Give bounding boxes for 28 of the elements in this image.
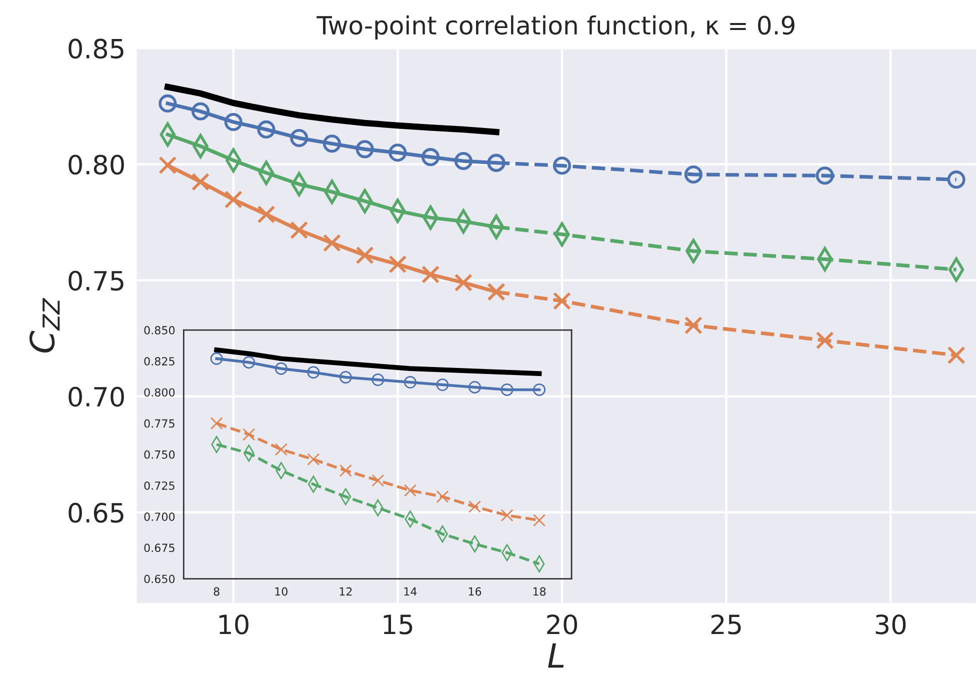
y-tick-label: 0.75	[68, 270, 124, 291]
x-tick-label: 10	[275, 587, 288, 596]
y-tick-label: 0.700	[144, 512, 175, 521]
y-tick-label: 0.775	[144, 419, 174, 428]
y-tick-label: 0.80	[68, 154, 124, 175]
x-axis-title: L	[548, 643, 564, 668]
x-tick-label: 15	[384, 614, 412, 634]
y-tick-label: 0.85	[68, 38, 124, 59]
x-tick-label: 12	[340, 587, 352, 596]
y-tick-label: 0.65	[68, 502, 124, 523]
y-tick-label: 0.800	[144, 388, 175, 397]
x-tick-label: 8	[214, 587, 220, 596]
y-tick-label: 0.825	[144, 357, 174, 366]
y-tick-label: 0.675	[144, 544, 174, 552]
x-tick-label: 14	[404, 587, 417, 596]
x-tick-label: 30	[876, 614, 906, 634]
x-tick-label: 18	[533, 587, 546, 596]
y-tick-label: 0.650	[144, 574, 175, 584]
x-tick-label: 16	[468, 587, 482, 596]
y-tick-label: 0.750	[144, 450, 175, 459]
x-tick-label: 25	[711, 614, 741, 634]
x-tick-label: 10	[219, 614, 248, 634]
y-tick-label: 0.850	[144, 326, 175, 334]
y-axis-title: C$_{ZZ}$	[29, 298, 60, 352]
chart-title: Two-point correlation function, κ = 0.9	[316, 15, 794, 40]
x-tick-label: 20	[547, 614, 578, 634]
y-tick-label: 0.70	[68, 386, 124, 407]
y-tick-label: 0.725	[144, 481, 174, 490]
